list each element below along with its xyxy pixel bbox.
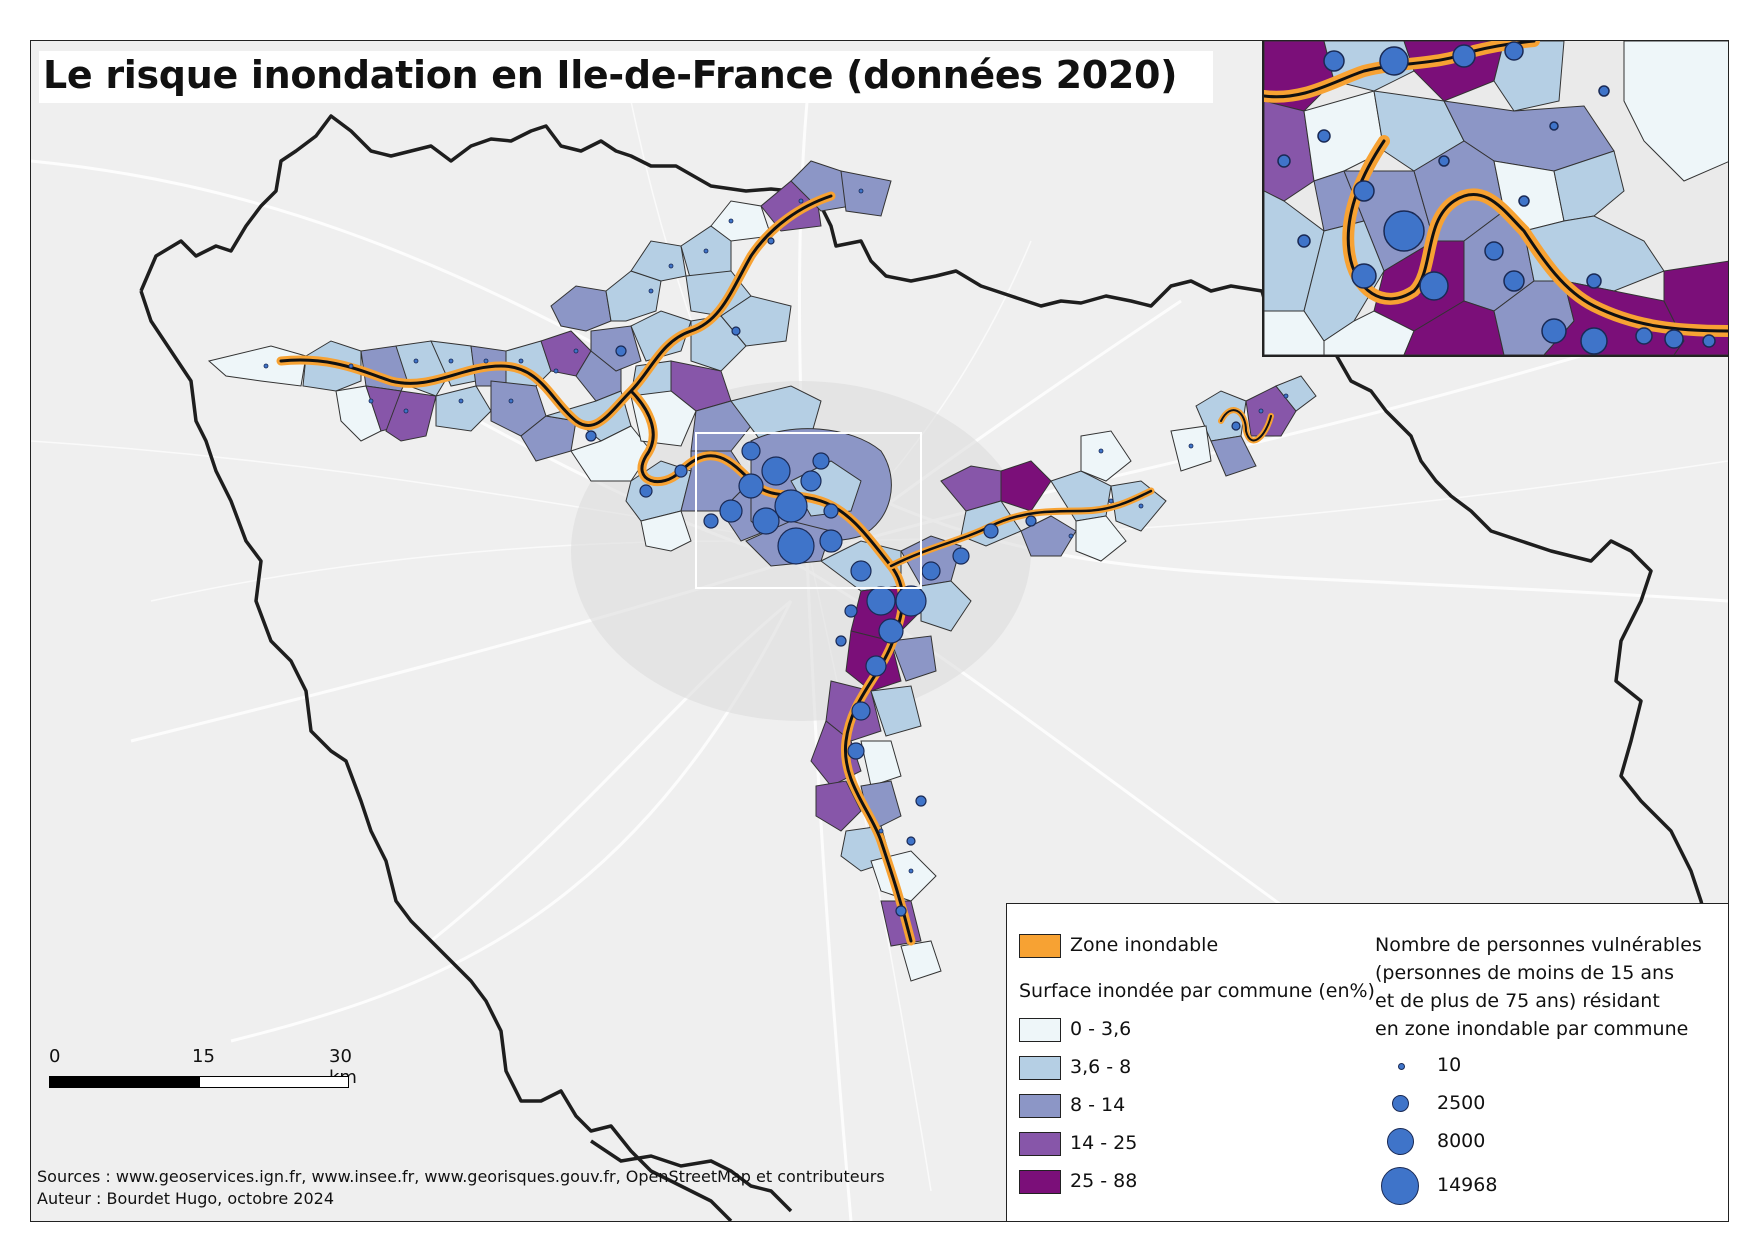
legend: Zone inondable Surface inondée par commu… — [1006, 903, 1728, 1221]
legend-bubble-label-2500: 2500 — [1437, 1092, 1486, 1114]
legend-class-label-2: 3,6 - 8 — [1070, 1056, 1132, 1078]
legend-class-swatch-5 — [1019, 1170, 1061, 1194]
map-frame: Le risque inondation en Ile-de-France (d… — [30, 40, 1729, 1222]
legend-people-title-1: Nombre de personnes vulnérables — [1375, 934, 1702, 956]
legend-bubble-label-8000: 8000 — [1437, 1130, 1486, 1152]
legend-bubble-label-10: 10 — [1437, 1054, 1462, 1076]
inset-map — [1262, 41, 1728, 357]
inset-locator — [695, 432, 922, 589]
legend-zone-swatch — [1019, 934, 1061, 958]
legend-class-swatch-2 — [1019, 1056, 1061, 1080]
legend-class-swatch-1 — [1019, 1018, 1061, 1042]
communes — [207, 160, 1317, 982]
scale-label-15: 15 — [192, 1046, 215, 1067]
legend-bubble-2500 — [1392, 1095, 1409, 1112]
scale-segment-black — [49, 1076, 201, 1088]
legend-bubble-8000 — [1387, 1128, 1414, 1155]
sources-line: Sources : www.geoservices.ign.fr, www.in… — [37, 1167, 885, 1186]
legend-class-swatch-3 — [1019, 1094, 1061, 1118]
region-border — [139, 114, 1728, 923]
legend-bubble-10 — [1398, 1063, 1405, 1070]
legend-bubble-label-14968: 14968 — [1437, 1174, 1498, 1196]
title-background — [39, 51, 1213, 103]
legend-zone-label: Zone inondable — [1070, 934, 1219, 956]
legend-people-title-3: et de plus de 75 ans) résidant — [1375, 990, 1660, 1012]
sources-block: Sources : www.geoservices.ign.fr, www.in… — [37, 1166, 885, 1210]
legend-class-label-3: 8 - 14 — [1070, 1094, 1126, 1116]
scale-label-0: 0 — [49, 1046, 61, 1067]
legend-people-title-4: en zone inondable par commune — [1375, 1018, 1689, 1040]
legend-class-label-4: 14 - 25 — [1070, 1132, 1138, 1154]
map-title: Le risque inondation en Ile-de-France (d… — [43, 53, 1178, 97]
main-map — [31, 60, 1728, 1221]
legend-class-swatch-4 — [1019, 1132, 1061, 1156]
scale-segment-white — [199, 1076, 349, 1088]
legend-surface-title: Surface inondée par commune (en%) — [1019, 980, 1375, 1002]
legend-bubble-14968 — [1381, 1167, 1419, 1205]
seine-river — [279, 194, 913, 943]
legend-people-title-2: (personnes de moins de 15 ans — [1375, 962, 1674, 984]
legend-class-label-5: 25 - 88 — [1070, 1170, 1138, 1192]
author-line: Auteur : Bourdet Hugo, octobre 2024 — [37, 1189, 335, 1208]
bubbles — [585, 237, 1241, 917]
legend-class-label-1: 0 - 3,6 — [1070, 1018, 1132, 1040]
